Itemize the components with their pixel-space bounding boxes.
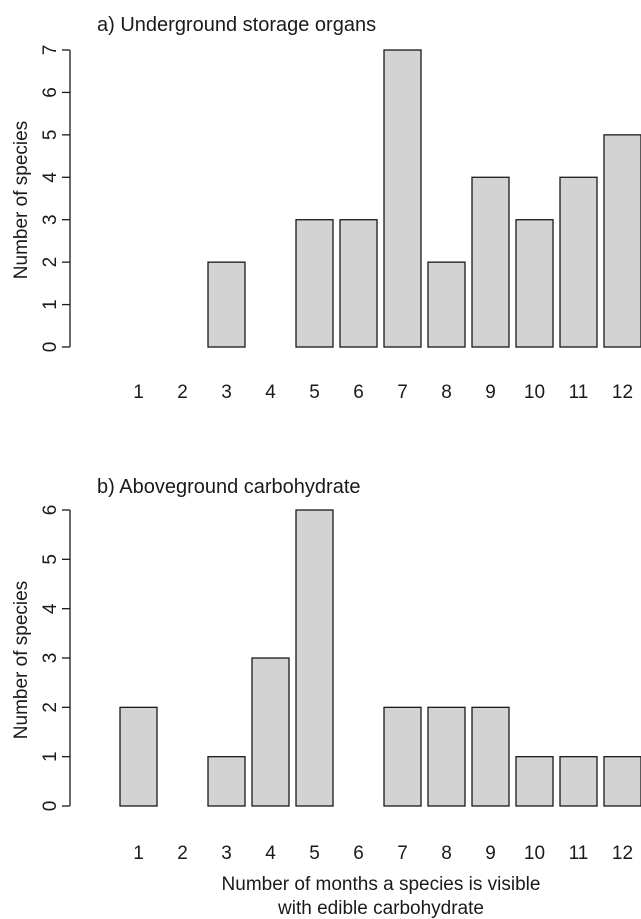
panel-b-y-tick-label: 4 [40,603,61,614]
panel-b-x-axis-label-line-1: Number of months a species is visible [222,874,541,895]
panel-a-x-tick-label: 9 [485,382,496,403]
panel-b-y-tick-label: 3 [40,653,61,664]
panel-b-y-tick-label: 2 [40,702,61,713]
panel-b-bar [471,706,510,807]
panel-a-x-tick-label: 6 [353,382,364,403]
panel-a-y-tick-label: 4 [40,172,61,183]
panel-b-y-tick-label: 1 [40,751,61,762]
panel-b-title: b) Aboveground carbohydrate [97,476,361,498]
panel-b-bar [559,756,598,807]
panel-a-x-tick-label: 12 [612,382,633,403]
panel-b-x-tick-label: 6 [353,843,364,864]
panel-b-y-tick-label: 6 [40,505,61,516]
panel-b-x-tick-label: 10 [524,843,545,864]
panel-b-x-tick-label: 1 [133,843,144,864]
panel-b-y-tick-label: 5 [40,554,61,565]
panel-b-x-tick-label: 2 [177,843,188,864]
panel-b-bar [515,756,554,807]
panel-b-x-tick-label: 8 [441,843,452,864]
panel-a-title: a) Underground storage organs [97,14,376,36]
panel-b-bar [383,706,422,807]
panel-a-x-tick-label: 4 [265,382,276,403]
panel-b-x-tick-label: 11 [569,843,589,864]
panel-b-x-tick-label: 4 [265,843,276,864]
panel-a-y-tick-label: 2 [40,257,61,268]
panel-a-bar [339,219,378,348]
panel-a-bar [471,176,510,348]
panel-a-bar [603,134,641,348]
panel-a-x-tick-label: 3 [221,382,232,403]
panel-a-x-tick-label: 2 [177,382,188,403]
panel-b-y-tick-label: 0 [40,801,61,812]
panel-a-y-axis-label: Number of species [11,121,32,279]
panel-a-x-tick-label: 8 [441,382,452,403]
panel-b-bar [207,756,246,807]
panel-a-x-tick-label: 7 [397,382,408,403]
panel-a-y-tick-label: 7 [40,45,61,56]
panel-b-bar [427,706,466,807]
panel-a-x-tick-label: 1 [133,382,144,403]
panel-b-bar [251,657,290,807]
panel-a-bar [559,176,598,348]
panel-b-bar [603,756,641,807]
panel-a-x-tick-label: 10 [524,382,545,403]
panel-a-bar [427,261,466,348]
panel-b-x-tick-label: 7 [397,843,408,864]
panel-a-bar [383,49,422,348]
panel-a-y-tick-label: 6 [40,87,61,98]
panel-b-x-axis-label-line-2: with edible carbohydrate [277,898,484,919]
panel-a-bar [295,219,334,348]
panel-a-y-tick-label: 0 [40,342,61,353]
panel-b-bar [295,509,334,807]
panel-a: a) Underground storage organs Number of … [11,14,641,403]
panel-a-bar [207,261,246,348]
panel-b: b) Aboveground carbohydrate Number of sp… [11,476,641,919]
panel-a-y-tick-label: 5 [40,130,61,141]
panel-a-x-tick-label: 11 [569,382,589,403]
panel-b-y-axis-label: Number of species [11,581,32,739]
panel-a-y-tick-label: 1 [40,299,61,310]
panel-b-x-tick-label: 9 [485,843,496,864]
panel-a-x-tick-label: 5 [309,382,320,403]
panel-b-x-tick-label: 3 [221,843,232,864]
panel-b-x-tick-label: 12 [612,843,633,864]
panel-b-x-tick-label: 5 [309,843,320,864]
panel-b-bar [119,706,158,807]
panel-a-y-tick-label: 3 [40,214,61,225]
panel-a-bar [515,219,554,348]
